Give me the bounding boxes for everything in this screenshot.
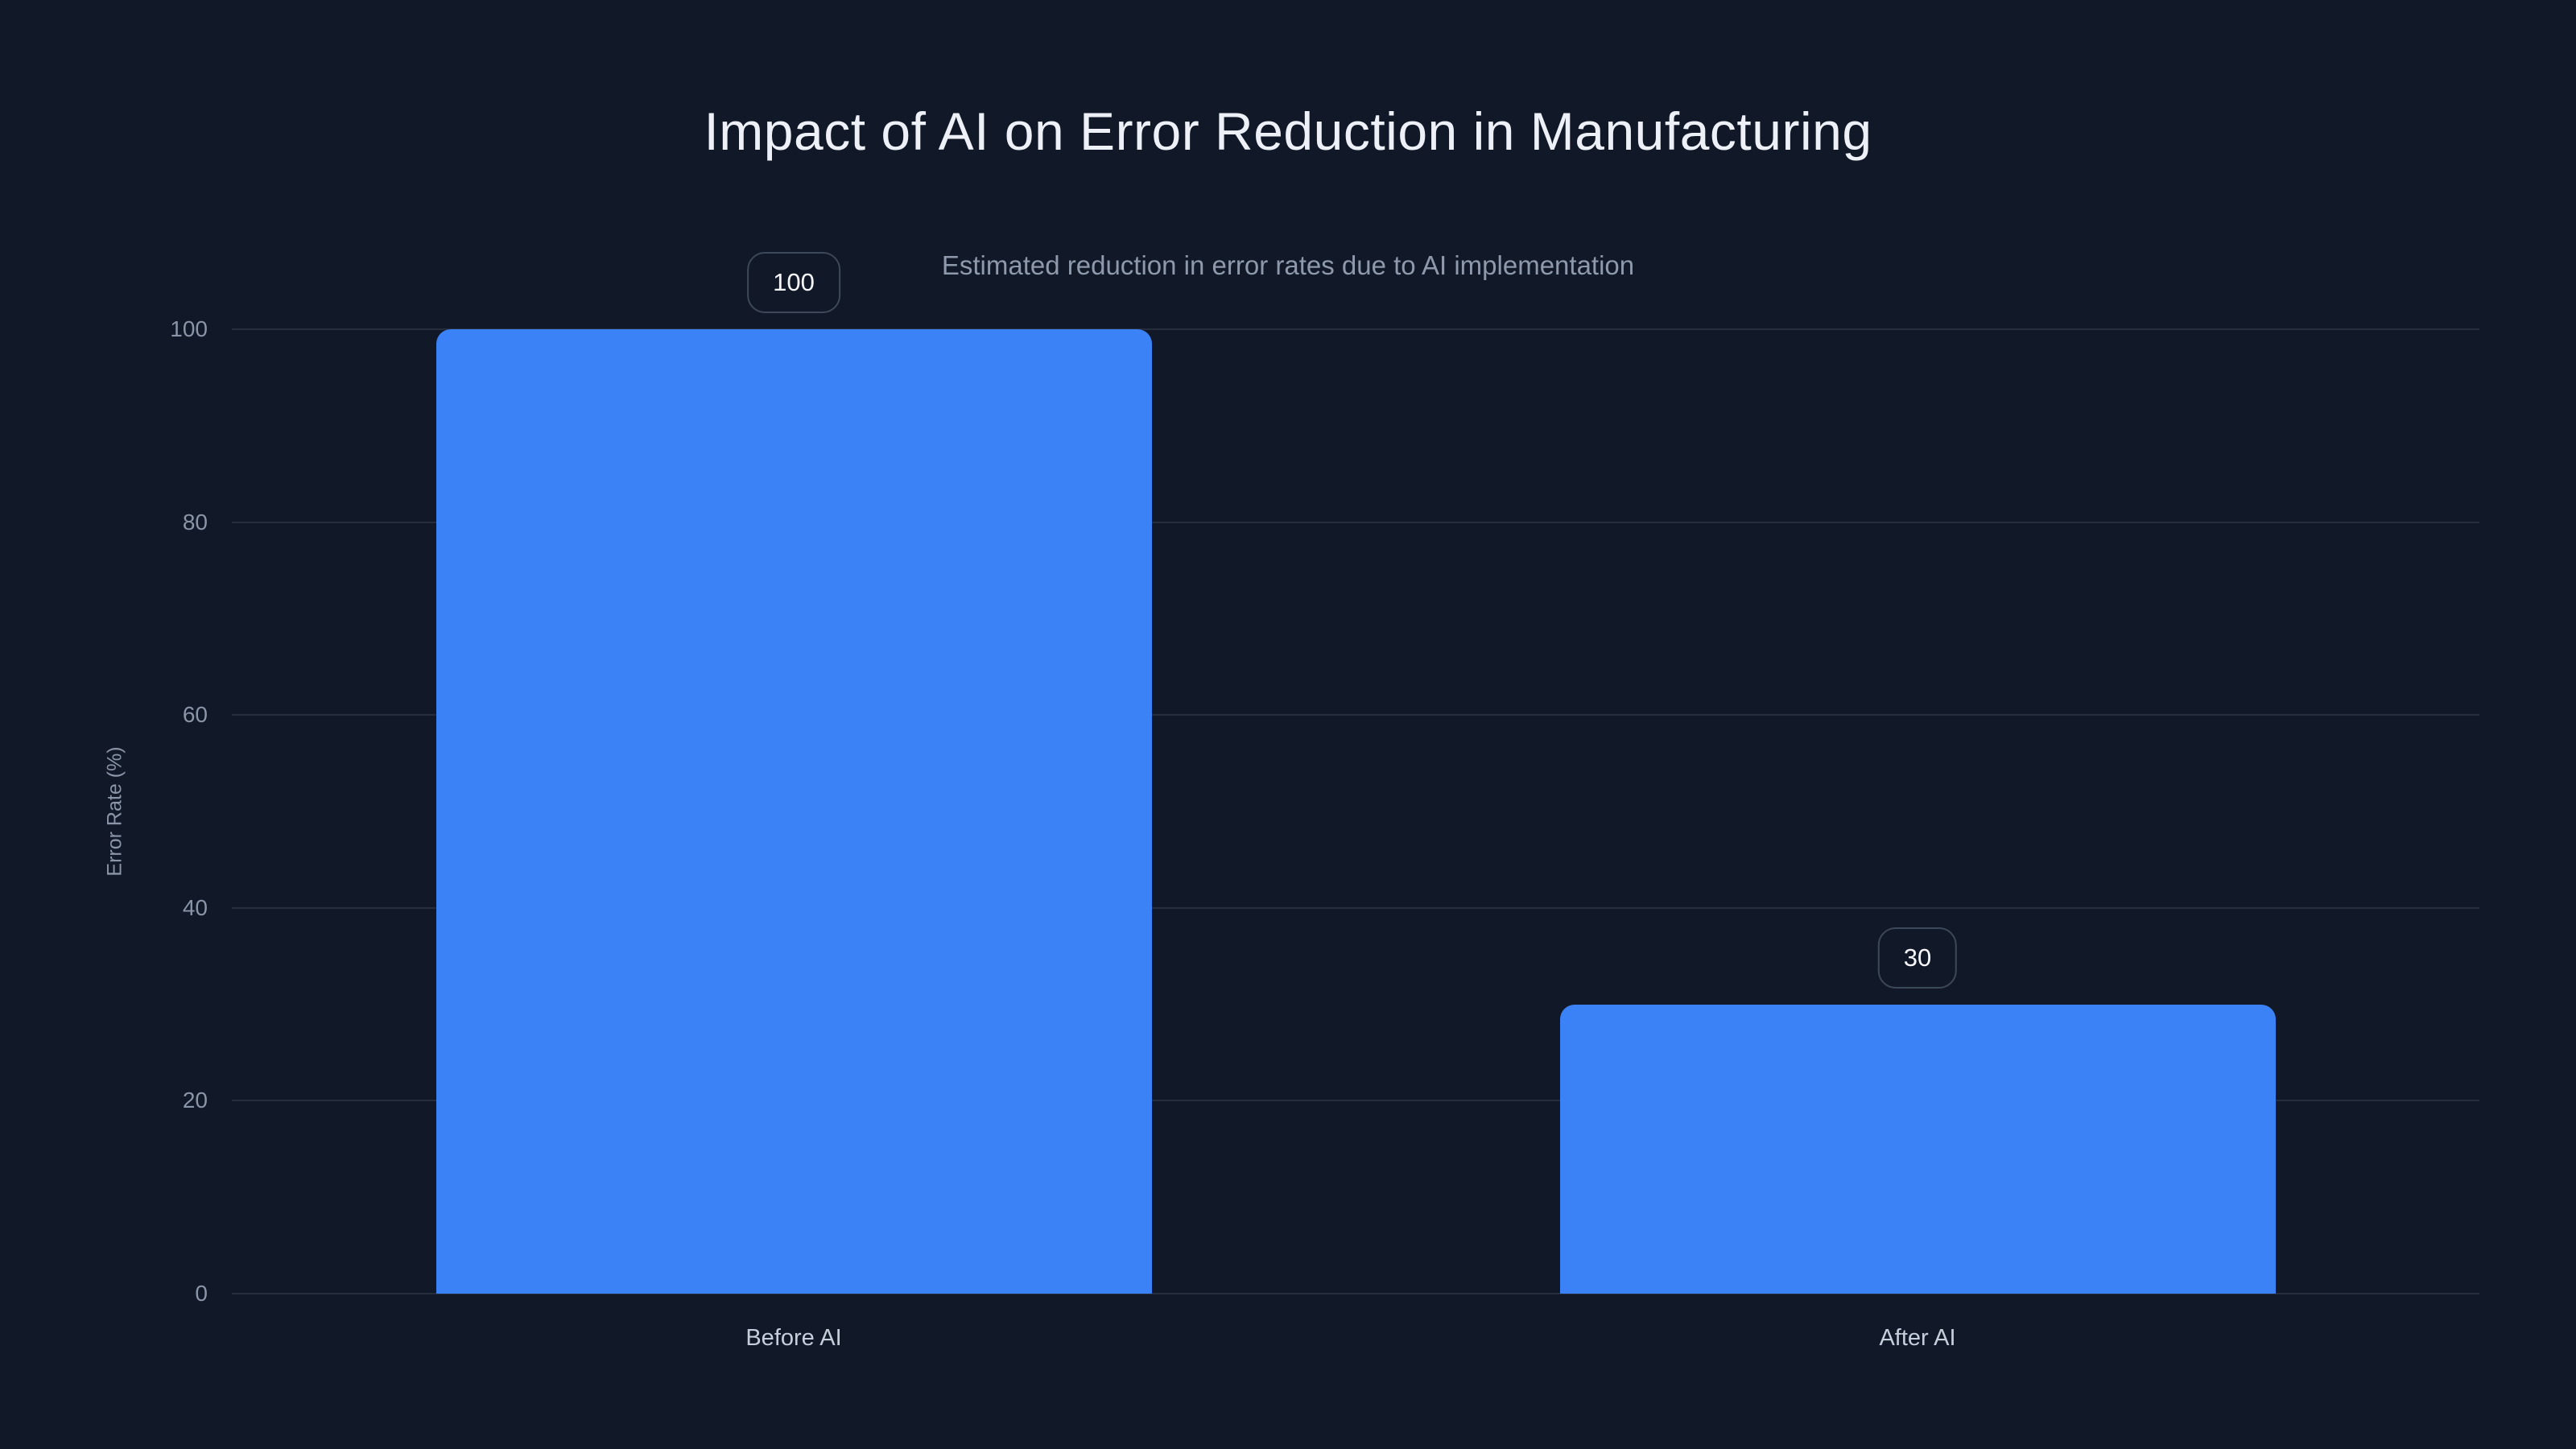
gridline-y-40 xyxy=(232,906,2479,909)
y-tick-label-20: 20 xyxy=(182,1088,208,1113)
y-tick-label-0: 0 xyxy=(195,1281,208,1306)
bar-before-ai[interactable] xyxy=(436,329,1152,1294)
x-axis-label-after-ai: After AI xyxy=(1879,1325,1956,1351)
gridline-y-80 xyxy=(232,521,2479,523)
gridline-y-100 xyxy=(232,328,2479,330)
gridline-y-60 xyxy=(232,714,2479,716)
value-badge-before-ai: 100 xyxy=(747,252,840,313)
chart-title: Impact of AI on Error Reduction in Manuf… xyxy=(704,101,1872,161)
value-badge-after-ai: 30 xyxy=(1877,927,1958,989)
y-tick-label-40: 40 xyxy=(182,894,208,920)
bar-after-ai[interactable] xyxy=(1560,1005,2276,1294)
chart-subtitle: Estimated reduction in error rates due t… xyxy=(941,250,1635,280)
y-axis-title: Error Rate (%) xyxy=(103,746,126,877)
x-axis-label-before-ai: Before AI xyxy=(745,1325,842,1351)
y-tick-label-80: 80 xyxy=(182,509,208,535)
gridline-y-0 xyxy=(232,1293,2479,1294)
gridline-y-20 xyxy=(232,1100,2479,1102)
y-tick-label-60: 60 xyxy=(182,702,208,728)
y-tick-label-100: 100 xyxy=(170,316,208,341)
